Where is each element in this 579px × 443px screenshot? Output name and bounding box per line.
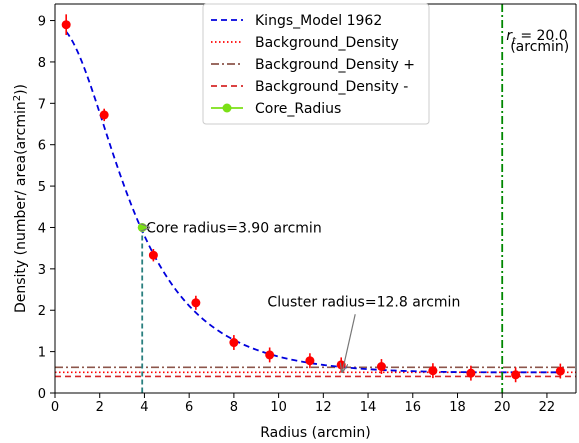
- data-point: [511, 370, 521, 380]
- tidal-radius-unit: (arcmin): [510, 39, 569, 55]
- y-tick-label: 3: [38, 263, 46, 278]
- x-tick-label: 12: [315, 400, 332, 415]
- legend-label-kings-model-1962: Kings_Model 1962: [255, 13, 382, 29]
- legend: Kings_Model 1962 Background_Density Backgr…: [202, 3, 430, 125]
- data-point: [229, 338, 239, 348]
- data-point: [99, 110, 109, 120]
- x-tick-label: 16: [404, 400, 421, 415]
- y-tick-label: 7: [38, 97, 46, 112]
- legend-box: [202, 3, 430, 125]
- x-tick-label: 22: [539, 400, 556, 415]
- x-tick-label: 18: [449, 400, 466, 415]
- tidal-radius-label: rt = 20.0: [506, 28, 568, 47]
- x-tick-label: 2: [96, 400, 104, 415]
- plot-clip-group: [55, 4, 576, 393]
- y-tick-label: 6: [38, 139, 46, 154]
- legend-label-background-density: Background_Density: [255, 35, 399, 51]
- x-tick-label: 4: [140, 400, 148, 415]
- data-point: [191, 298, 201, 308]
- legend-label-background-density-: Background_Density +: [255, 57, 415, 73]
- annotation-cluster-radius: Cluster radius=12.8 arcmin: [267, 294, 460, 310]
- data-point: [148, 250, 158, 260]
- x-tick-label: 10: [270, 400, 287, 415]
- data-point: [61, 20, 71, 30]
- y-tick-label: 0: [38, 387, 46, 402]
- x-tick-label: 20: [494, 400, 511, 415]
- data-point: [428, 366, 438, 376]
- data-point: [555, 366, 565, 376]
- x-tick-label: 0: [51, 400, 59, 415]
- plot-area: Core radius=3.90 arcmin Cluster radius=12…: [55, 4, 576, 393]
- y-tick-label: 8: [38, 56, 46, 71]
- legend-marker-core-radius: [222, 103, 232, 113]
- x-axis-label: Radius (arcmin): [260, 425, 370, 441]
- y-tick-label: 5: [38, 180, 46, 195]
- data-point: [376, 362, 386, 372]
- x-tick-label: 6: [185, 400, 193, 415]
- annotation-core-radius: Core radius=3.90 arcmin: [146, 220, 322, 236]
- data-point: [466, 368, 476, 378]
- x-tick-label: 14: [360, 400, 377, 415]
- y-tick-label: 9: [38, 15, 46, 30]
- data-point: [305, 356, 315, 366]
- legend-label-background-density-: Background_Density -: [255, 79, 408, 95]
- annotation-arrow-cluster: [342, 314, 356, 372]
- legend-label-core-radius: Core_Radius: [255, 101, 341, 117]
- y-tick-label: 4: [38, 221, 46, 236]
- y-tick-label: 2: [38, 304, 46, 319]
- data-point: [265, 350, 275, 360]
- y-axis-label: Density (number/ area(arcmin2)): [12, 84, 29, 313]
- x-tick-label: 8: [230, 400, 238, 415]
- y-tick-label: 1: [38, 346, 46, 361]
